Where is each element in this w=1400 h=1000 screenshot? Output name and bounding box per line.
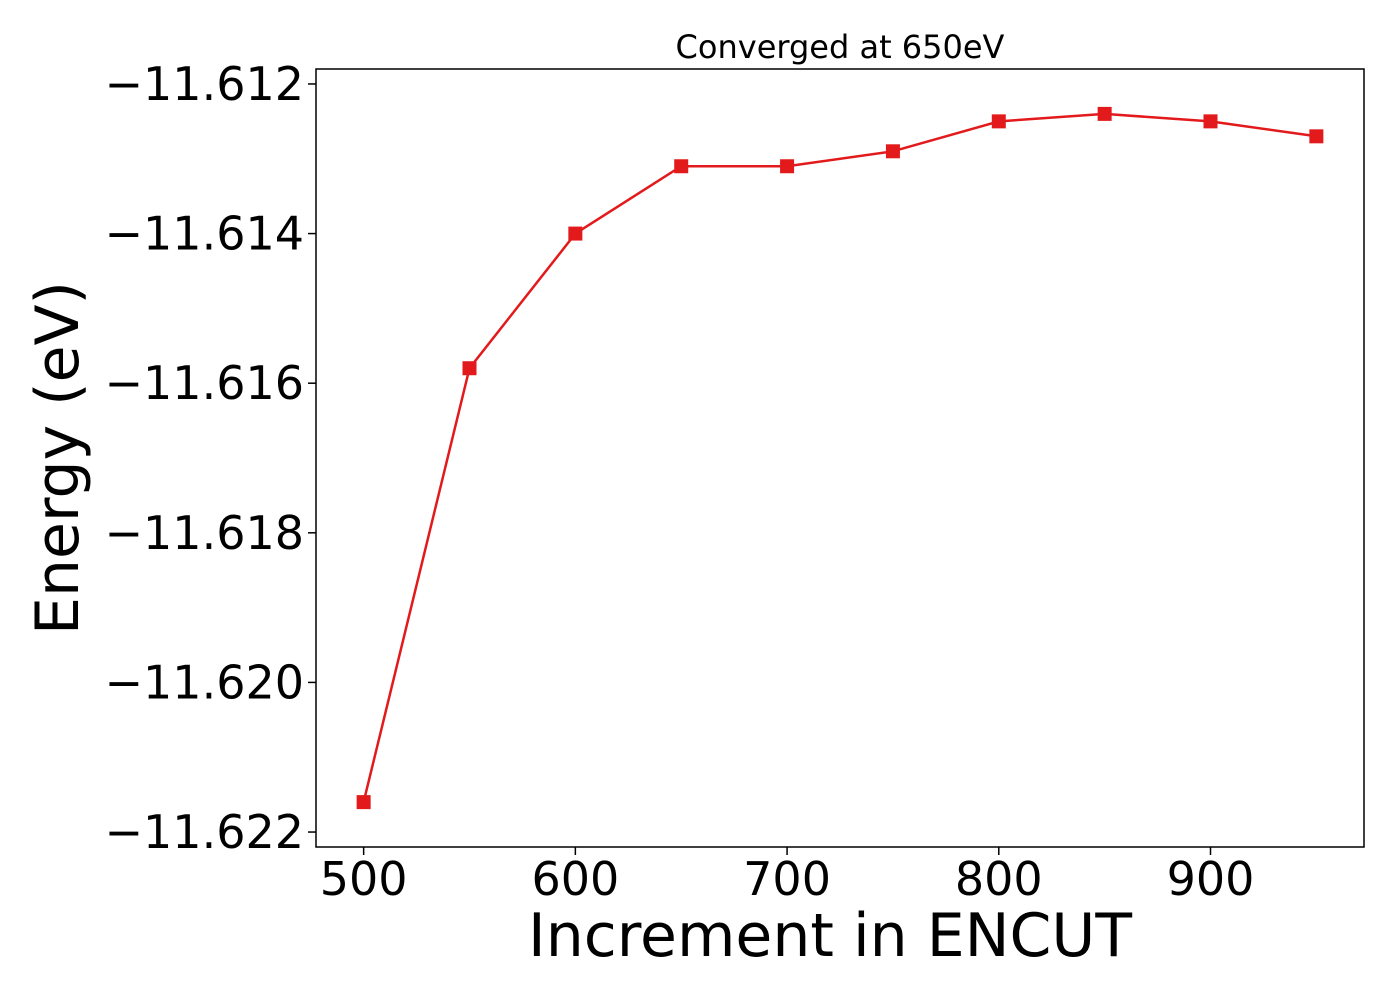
data-point-marker [674, 159, 689, 174]
x-tick-label: 900 [1167, 852, 1255, 906]
x-axis-ticks: 500 600 700 800 900 [320, 847, 1255, 906]
data-point-marker [1203, 114, 1218, 129]
x-tick-label: 600 [531, 852, 619, 906]
y-tick-label: −11.620 [105, 655, 305, 709]
y-tick-label: −11.622 [105, 805, 305, 859]
plot-area-frame [315, 68, 1365, 848]
y-axis-label: Energy (eV) [23, 281, 93, 635]
y-tick-label: −11.614 [105, 207, 305, 261]
y-tick-label: −11.612 [105, 57, 305, 111]
data-point-marker [568, 226, 583, 241]
series-line [362, 112, 1317, 803]
y-tick-label: −11.616 [105, 356, 305, 410]
data-point-marker [1097, 106, 1112, 121]
data-point-marker [462, 361, 477, 376]
chart-title: Converged at 650eV [676, 28, 1005, 66]
x-axis-label: Increment in ENCUT [528, 901, 1132, 971]
data-point-marker [356, 795, 371, 810]
x-tick-label: 500 [320, 852, 408, 906]
y-tick-label: −11.618 [105, 506, 305, 560]
y-axis-ticks: −11.612 −11.614 −11.616 −11.618 −11.620 −11.6… [105, 57, 316, 859]
x-tick-label: 700 [743, 852, 831, 906]
series-layer [356, 106, 1324, 810]
x-tick-label: 800 [955, 852, 1043, 906]
data-point-marker [885, 144, 900, 159]
data-point-marker [991, 114, 1006, 129]
data-point-marker [780, 159, 795, 174]
data-point-marker [1309, 129, 1324, 144]
